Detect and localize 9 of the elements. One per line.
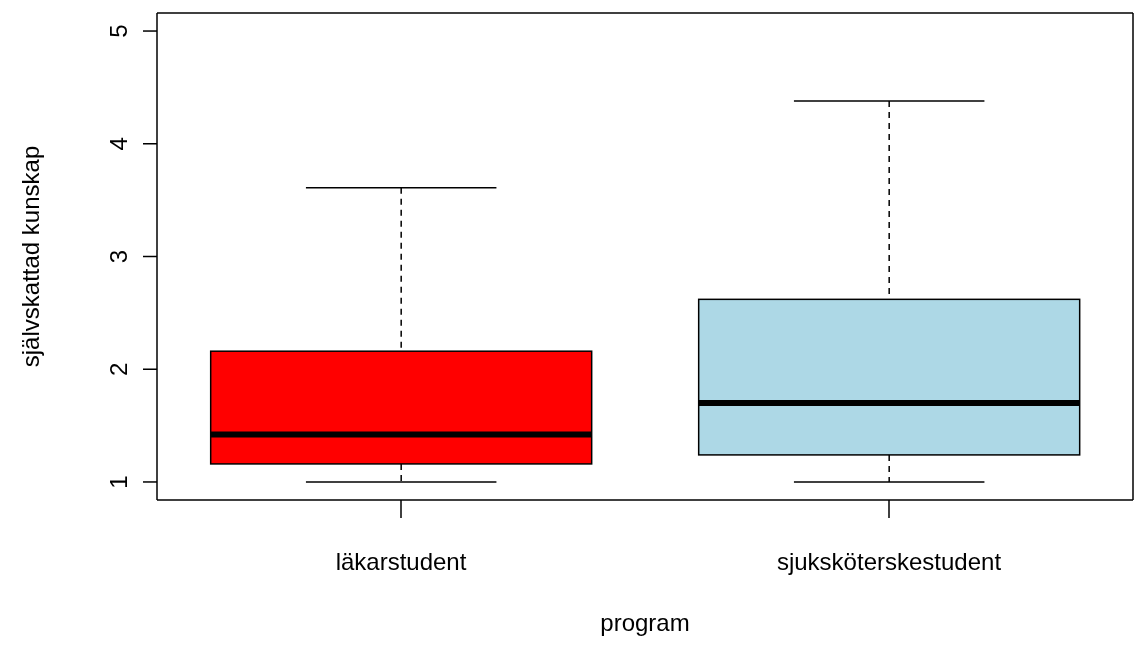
y-tick-label: 4 (105, 137, 132, 151)
x-tick-label: läkarstudent (335, 548, 467, 575)
y-axis-title: självskattad kunskap (16, 145, 44, 368)
y-tick-label: 3 (105, 249, 132, 264)
y-tick-label: 1 (105, 475, 132, 489)
y-tick-label: 2 (105, 362, 132, 376)
x-tick-label: sjuksköterskestudent (776, 548, 1002, 575)
x-axis-title: program (600, 609, 690, 636)
y-tick-label: 5 (105, 24, 132, 38)
